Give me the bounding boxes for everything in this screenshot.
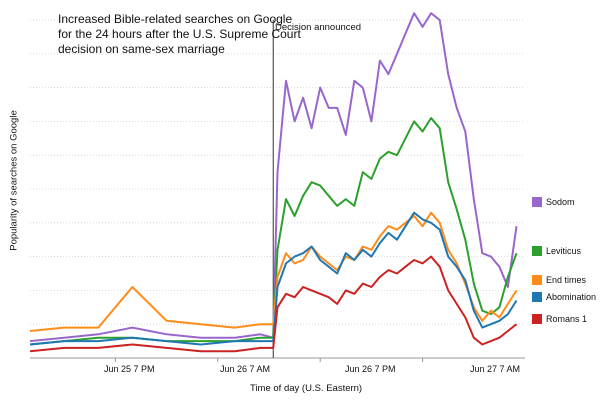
legend-item-sodom: Sodom <box>532 197 575 207</box>
series-line-romans-1 <box>29 255 518 353</box>
legend-swatch <box>532 275 542 285</box>
legend-item-leviticus: Leviticus <box>532 246 581 256</box>
x-tick-label: Jun 25 7 PM <box>104 364 155 374</box>
chart-title-line-1: Increased Bible-related searches on Goog… <box>58 12 293 26</box>
legend-swatch <box>532 197 542 207</box>
x-tick-label: Jun 26 7 AM <box>220 364 271 374</box>
legend-label: Leviticus <box>546 246 582 256</box>
legend-swatch <box>532 246 542 256</box>
chart-title: Increased Bible-related searches on Goog… <box>58 12 301 57</box>
series-line-sodom <box>29 12 518 343</box>
legend-label: End times <box>546 275 587 285</box>
x-axis-label: Time of day (U.S. Eastern) <box>250 383 363 394</box>
y-axis-label: Popularity of searches on Google <box>8 110 20 251</box>
legend-label: Romans 1 <box>546 314 588 324</box>
x-tick-label: Jun 26 7 PM <box>345 364 396 374</box>
chart-title-line-2: for the 24 hours after the U.S. Supreme … <box>58 27 301 41</box>
legend-item-romans-1: Romans 1 <box>532 314 587 324</box>
legend-swatch <box>532 314 542 324</box>
chart-title-line-3: decision on same-sex marriage <box>58 42 225 56</box>
legend-label: Abomination <box>546 292 597 302</box>
series-line-abomination <box>29 211 518 346</box>
legend-item-end-times: End times <box>532 275 586 285</box>
decision-annotation: Decision announced <box>275 22 362 33</box>
series-line-end-times <box>29 211 518 332</box>
legend-swatch <box>532 292 542 302</box>
legend-label: Sodom <box>546 197 575 207</box>
legend-item-abomination: Abomination <box>532 292 596 302</box>
x-tick-label: Jun 27 7 AM <box>470 364 521 374</box>
